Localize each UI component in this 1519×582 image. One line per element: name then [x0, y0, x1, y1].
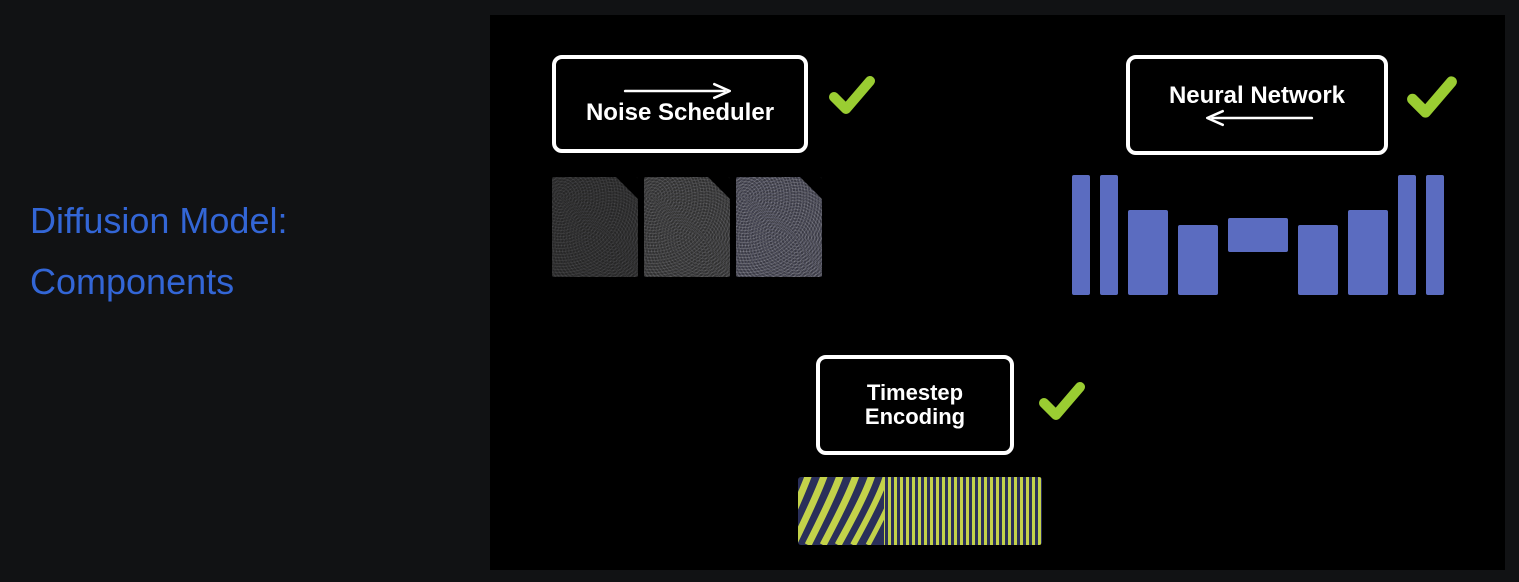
check-icon — [1406, 71, 1458, 123]
nn-bar — [1228, 218, 1288, 252]
nn-bar — [1348, 210, 1388, 295]
noise-tile — [552, 177, 638, 277]
check-icon — [1038, 377, 1086, 425]
arrow-right-icon — [620, 82, 740, 100]
arrow-left-icon — [1197, 109, 1317, 127]
heading-pane: Diffusion Model: Components — [0, 0, 490, 582]
noise-tiles-row — [552, 177, 822, 277]
noise-tile — [736, 177, 822, 277]
noise-tile — [644, 177, 730, 277]
noise-scheduler-label: Noise Scheduler — [586, 100, 774, 126]
timestep-encoding-label-2: Encoding — [865, 405, 965, 429]
neural-network-label: Neural Network — [1169, 83, 1345, 109]
diagram-pane: Noise Scheduler Neural Network Timestep … — [490, 15, 1505, 570]
timestep-encoding-label-1: Timestep — [867, 381, 963, 405]
nn-bar — [1398, 175, 1416, 295]
slide-root: Diffusion Model: Components Noise Schedu… — [0, 0, 1519, 582]
timestep-encoding-strip — [798, 477, 1042, 545]
timestep-encoding-card: Timestep Encoding — [816, 355, 1014, 455]
nn-bar — [1178, 225, 1218, 295]
heading-line-2: Components — [30, 251, 490, 312]
neural-network-card: Neural Network — [1126, 55, 1388, 155]
nn-bar — [1298, 225, 1338, 295]
check-icon — [828, 71, 876, 119]
nn-bar — [1426, 175, 1444, 295]
heading-line-1: Diffusion Model: — [30, 190, 490, 251]
nn-bar — [1128, 210, 1168, 295]
neural-network-bars — [1072, 175, 1444, 295]
nn-bar — [1072, 175, 1090, 295]
noise-scheduler-card: Noise Scheduler — [552, 55, 808, 153]
nn-bar — [1100, 175, 1118, 295]
